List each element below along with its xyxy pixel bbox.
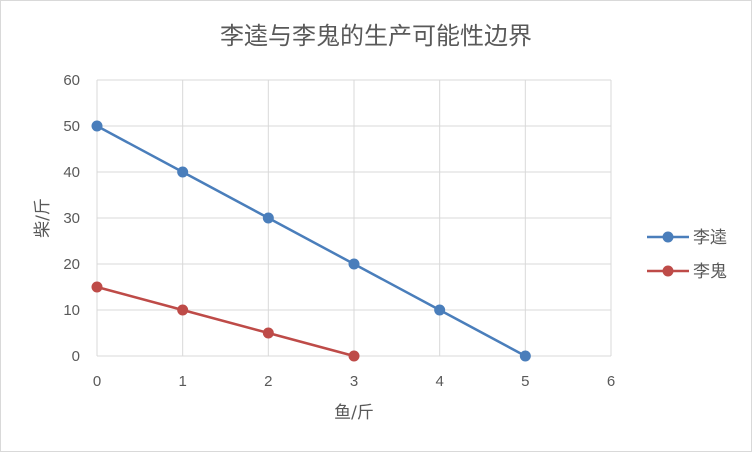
data-point <box>177 166 189 178</box>
x-tick-label: 1 <box>178 373 186 390</box>
y-axis-label: 柴/斤 <box>33 198 53 238</box>
grid-lines <box>96 79 612 357</box>
y-tick-label: 60 <box>63 72 80 89</box>
y-axis-ticks: 0 10 20 30 40 50 60 <box>63 72 80 365</box>
x-tick-label: 4 <box>435 373 443 390</box>
data-point <box>262 212 274 224</box>
data-point <box>177 304 189 316</box>
x-axis-ticks: 0 1 2 3 4 5 6 <box>93 373 615 390</box>
x-tick-label: 2 <box>264 373 272 390</box>
series-2 <box>91 281 360 362</box>
data-point <box>262 327 274 339</box>
chart-title: 李逵与李鬼的生产可能性边界 <box>220 22 532 50</box>
data-point <box>91 120 103 132</box>
x-tick-label: 3 <box>350 373 358 390</box>
x-tick-label: 5 <box>521 373 529 390</box>
y-tick-label: 30 <box>63 210 80 227</box>
data-point <box>519 350 531 362</box>
data-point <box>434 304 446 316</box>
data-point <box>348 350 360 362</box>
legend-swatch-marker <box>662 231 674 243</box>
series-group <box>91 120 531 362</box>
x-tick-label: 6 <box>607 373 615 390</box>
series-1 <box>91 120 531 362</box>
y-tick-label: 20 <box>63 256 80 273</box>
x-tick-label: 0 <box>93 373 101 390</box>
y-tick-label: 0 <box>72 348 80 365</box>
y-tick-label: 40 <box>63 164 80 181</box>
legend-item: 李鬼 <box>647 262 727 282</box>
legend-label: 李鬼 <box>693 262 727 282</box>
series-line <box>96 285 355 358</box>
legend-label: 李逵 <box>693 228 727 248</box>
legend-item: 李逵 <box>647 228 727 248</box>
y-tick-label: 10 <box>63 302 80 319</box>
data-point <box>91 281 103 293</box>
x-axis-label: 鱼/斤 <box>334 403 374 423</box>
series-line <box>96 124 526 358</box>
data-point <box>348 258 360 270</box>
y-tick-label: 50 <box>63 118 80 135</box>
legend-swatch-marker <box>662 265 674 277</box>
